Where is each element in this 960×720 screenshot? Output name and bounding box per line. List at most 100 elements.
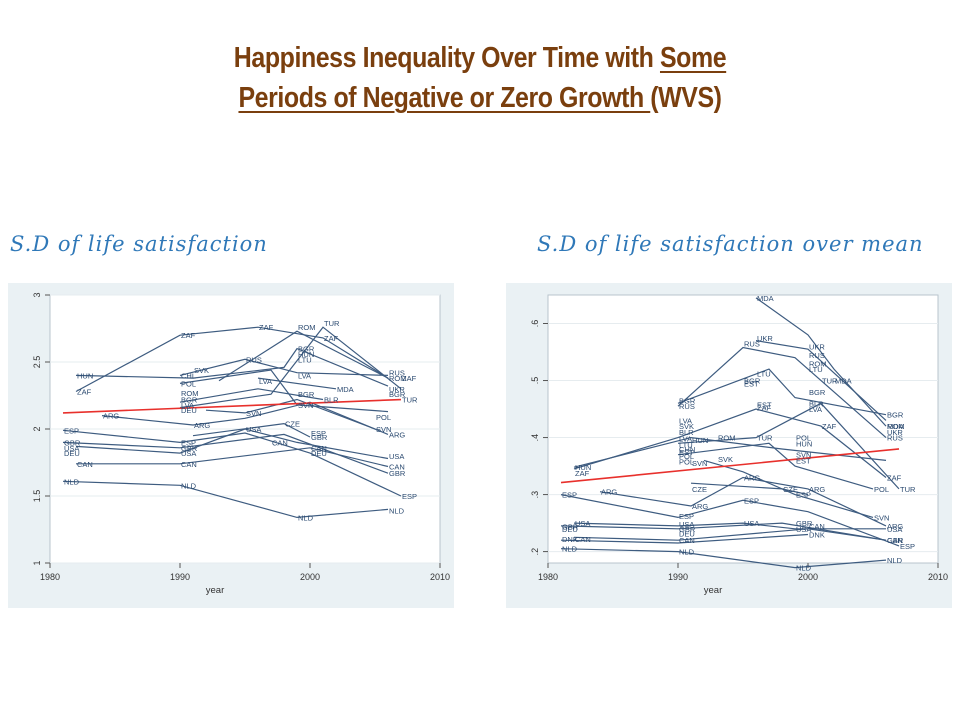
point-label: UKR <box>389 385 405 394</box>
point-label: RUS <box>887 434 903 443</box>
point-label: NLD <box>389 507 405 516</box>
x-tick-label: 2000 <box>300 572 320 582</box>
point-label: EST <box>796 456 811 465</box>
series-line-rus <box>677 346 887 439</box>
point-label: BGR <box>809 388 826 397</box>
point-label: LTU <box>679 440 693 449</box>
series-line-tur <box>179 326 402 409</box>
point-label: CZE <box>692 485 707 494</box>
point-label: USA <box>389 452 404 461</box>
point-label: TUR <box>900 485 916 494</box>
point-label: DEU <box>64 449 80 458</box>
point-label: SVN <box>692 459 707 468</box>
x-tick-label: 1990 <box>170 572 190 582</box>
point-label: ROM <box>181 389 199 398</box>
point-label: GBR <box>311 433 328 442</box>
point-label: POL <box>796 434 811 443</box>
title-part-4: (WVS) <box>650 82 722 114</box>
x-tick-label: 2010 <box>430 572 450 582</box>
series-line-nld <box>62 480 389 519</box>
point-label: ROM <box>809 359 827 368</box>
title-part-2: Some <box>659 42 727 74</box>
point-label: UKR <box>757 334 773 343</box>
point-label: ESP <box>311 429 326 438</box>
title-part-3: Periods of Negative or Zero Growth <box>238 82 651 114</box>
point-label: USA <box>887 525 902 534</box>
point-label: ARG <box>194 421 210 430</box>
point-label: BLR <box>324 396 339 405</box>
point-label: GBR <box>679 525 696 534</box>
point-label: POL <box>679 452 694 461</box>
point-label: ESP <box>744 496 759 505</box>
point-label: SVN <box>874 513 889 522</box>
point-label: ESP <box>562 491 577 500</box>
point-label: ZAF <box>324 334 339 343</box>
point-label: RUS <box>744 339 760 348</box>
point-label: ARG <box>744 473 760 482</box>
x-tick-label: 1990 <box>668 572 688 582</box>
point-label: HUN <box>575 463 591 472</box>
point-label: ZAF <box>259 323 274 332</box>
point-label: ESP <box>679 512 694 521</box>
point-label: POL <box>679 458 694 467</box>
point-label: NLD <box>64 477 80 486</box>
left-chart: 1 1.5 2 2.5 3 1980 1990 2000 2010 year HUN ZAF ARG ES… <box>8 283 454 608</box>
point-label: NLD <box>562 545 578 554</box>
point-label: CAN <box>679 536 695 545</box>
point-label: LTU <box>298 355 312 364</box>
y-tick-label: 3 <box>32 292 42 297</box>
point-label: ROM <box>887 422 905 431</box>
y-tick-label: .4 <box>530 434 540 442</box>
point-label: BLR <box>679 428 694 437</box>
y-tick-label: 2.5 <box>32 356 42 369</box>
point-label: ARG <box>601 488 617 497</box>
point-label: TUR <box>402 396 418 405</box>
x-tick-label: 2010 <box>928 572 948 582</box>
point-label: HUN <box>796 439 812 448</box>
point-label: ZAF <box>757 403 772 412</box>
point-label: TUR <box>822 377 838 386</box>
point-label: ESP <box>900 542 915 551</box>
point-label: LVA <box>181 401 194 410</box>
point-label: CHN <box>679 445 695 454</box>
series-line-usa <box>573 522 886 530</box>
point-label: ESP <box>64 426 79 435</box>
series-line-svn <box>205 398 376 430</box>
point-label: SVK <box>718 455 733 464</box>
point-label: ARG <box>692 502 708 511</box>
point-label: BGR <box>887 411 904 420</box>
point-label: ZAF <box>77 387 92 396</box>
series-line-tur <box>677 402 900 490</box>
x-axis-label: year <box>206 585 224 596</box>
point-label: ZAF <box>887 473 902 482</box>
point-label: USA <box>679 520 694 529</box>
y-tick-label: 1.5 <box>32 490 42 503</box>
y-tick-label: 2 <box>32 426 42 431</box>
fit-line <box>560 448 900 484</box>
point-label: BGR <box>389 390 406 399</box>
point-label: CAN <box>575 535 591 544</box>
point-label: SVN <box>796 451 811 460</box>
point-label: ROM <box>389 374 407 383</box>
series-line-zaf <box>573 408 887 478</box>
y-tick-label: 1 <box>32 560 42 565</box>
series-line-blr <box>179 388 324 403</box>
point-label: MDA <box>887 422 904 431</box>
point-label: USA <box>246 425 261 434</box>
point-label: POL <box>874 485 889 494</box>
point-label: ROM <box>718 434 736 443</box>
point-label: LTU <box>757 370 771 379</box>
point-label: RUS <box>679 402 695 411</box>
point-label: ESP <box>796 491 811 500</box>
series-line-mda <box>755 297 887 427</box>
point-label: LTU <box>809 365 823 374</box>
point-label: CAN <box>77 460 93 469</box>
point-label: ESP <box>181 438 196 447</box>
point-label: ZAF <box>181 331 196 340</box>
point-label: LVA <box>298 371 311 380</box>
point-label: ESP <box>402 492 417 501</box>
point-label: NLD <box>887 556 903 565</box>
point-label: USA <box>181 449 196 458</box>
y-tick-label: .5 <box>530 377 540 385</box>
series-line-arg <box>101 401 389 435</box>
